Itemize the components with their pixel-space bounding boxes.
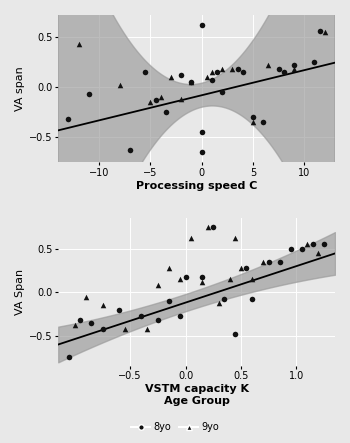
- Point: [153, 97, 159, 104]
- Point: [72, 322, 78, 329]
- Point: [232, 235, 238, 242]
- Point: [216, 299, 222, 306]
- Point: [266, 62, 271, 69]
- Point: [277, 258, 282, 265]
- Point: [199, 129, 204, 136]
- X-axis label: VSTM capacity K
Age Group: VSTM capacity K Age Group: [145, 384, 248, 406]
- Point: [230, 66, 235, 73]
- Point: [235, 66, 240, 73]
- Point: [100, 302, 105, 309]
- Point: [89, 319, 94, 326]
- Point: [209, 77, 215, 84]
- Point: [189, 79, 194, 86]
- Point: [189, 79, 194, 86]
- Point: [76, 41, 82, 48]
- Point: [310, 241, 316, 248]
- Point: [249, 276, 255, 283]
- Point: [86, 91, 92, 98]
- Point: [166, 297, 172, 304]
- Point: [178, 96, 184, 103]
- Point: [250, 119, 256, 126]
- Point: [250, 114, 256, 121]
- Point: [183, 273, 188, 280]
- Point: [199, 22, 204, 29]
- Point: [321, 241, 327, 248]
- Point: [240, 69, 246, 76]
- Point: [100, 325, 105, 332]
- Point: [139, 313, 144, 320]
- Point: [199, 278, 205, 285]
- Point: [281, 69, 287, 76]
- Point: [178, 72, 184, 79]
- Point: [83, 293, 89, 300]
- Point: [122, 325, 127, 332]
- Point: [291, 62, 297, 69]
- Point: [232, 330, 238, 338]
- Point: [214, 69, 220, 76]
- Point: [177, 313, 183, 320]
- Point: [199, 273, 205, 280]
- Point: [168, 74, 174, 81]
- Point: [163, 109, 169, 116]
- Point: [227, 276, 233, 283]
- Point: [219, 89, 225, 96]
- Point: [155, 282, 161, 289]
- Point: [291, 66, 297, 73]
- Point: [158, 94, 163, 101]
- Point: [299, 245, 304, 253]
- Point: [155, 316, 161, 323]
- Point: [238, 264, 244, 272]
- Point: [199, 149, 204, 156]
- Point: [276, 66, 281, 73]
- Point: [116, 306, 122, 313]
- Legend: 8yo, 9yo: 8yo, 9yo: [127, 418, 223, 436]
- Point: [204, 74, 210, 81]
- Point: [177, 276, 183, 283]
- Point: [209, 69, 215, 76]
- Point: [288, 245, 294, 253]
- Point: [210, 224, 216, 231]
- Point: [127, 147, 133, 154]
- Y-axis label: VA Span: VA Span: [15, 269, 25, 315]
- Point: [249, 295, 255, 303]
- Point: [78, 316, 83, 323]
- Point: [66, 354, 72, 361]
- Point: [260, 119, 266, 126]
- Point: [304, 241, 310, 248]
- Point: [205, 224, 210, 231]
- Point: [66, 116, 71, 123]
- Point: [312, 58, 317, 66]
- Point: [222, 295, 227, 303]
- Point: [260, 258, 266, 265]
- Point: [142, 69, 148, 76]
- Point: [148, 99, 153, 106]
- Point: [117, 82, 122, 89]
- Point: [166, 264, 172, 272]
- Point: [144, 325, 149, 332]
- Point: [317, 27, 322, 35]
- Y-axis label: VA span: VA span: [15, 66, 25, 111]
- Point: [244, 264, 249, 272]
- Point: [219, 66, 225, 73]
- Point: [316, 249, 321, 256]
- X-axis label: Processing speed C: Processing speed C: [136, 181, 257, 191]
- Point: [322, 28, 328, 35]
- Point: [266, 258, 271, 265]
- Point: [188, 235, 194, 242]
